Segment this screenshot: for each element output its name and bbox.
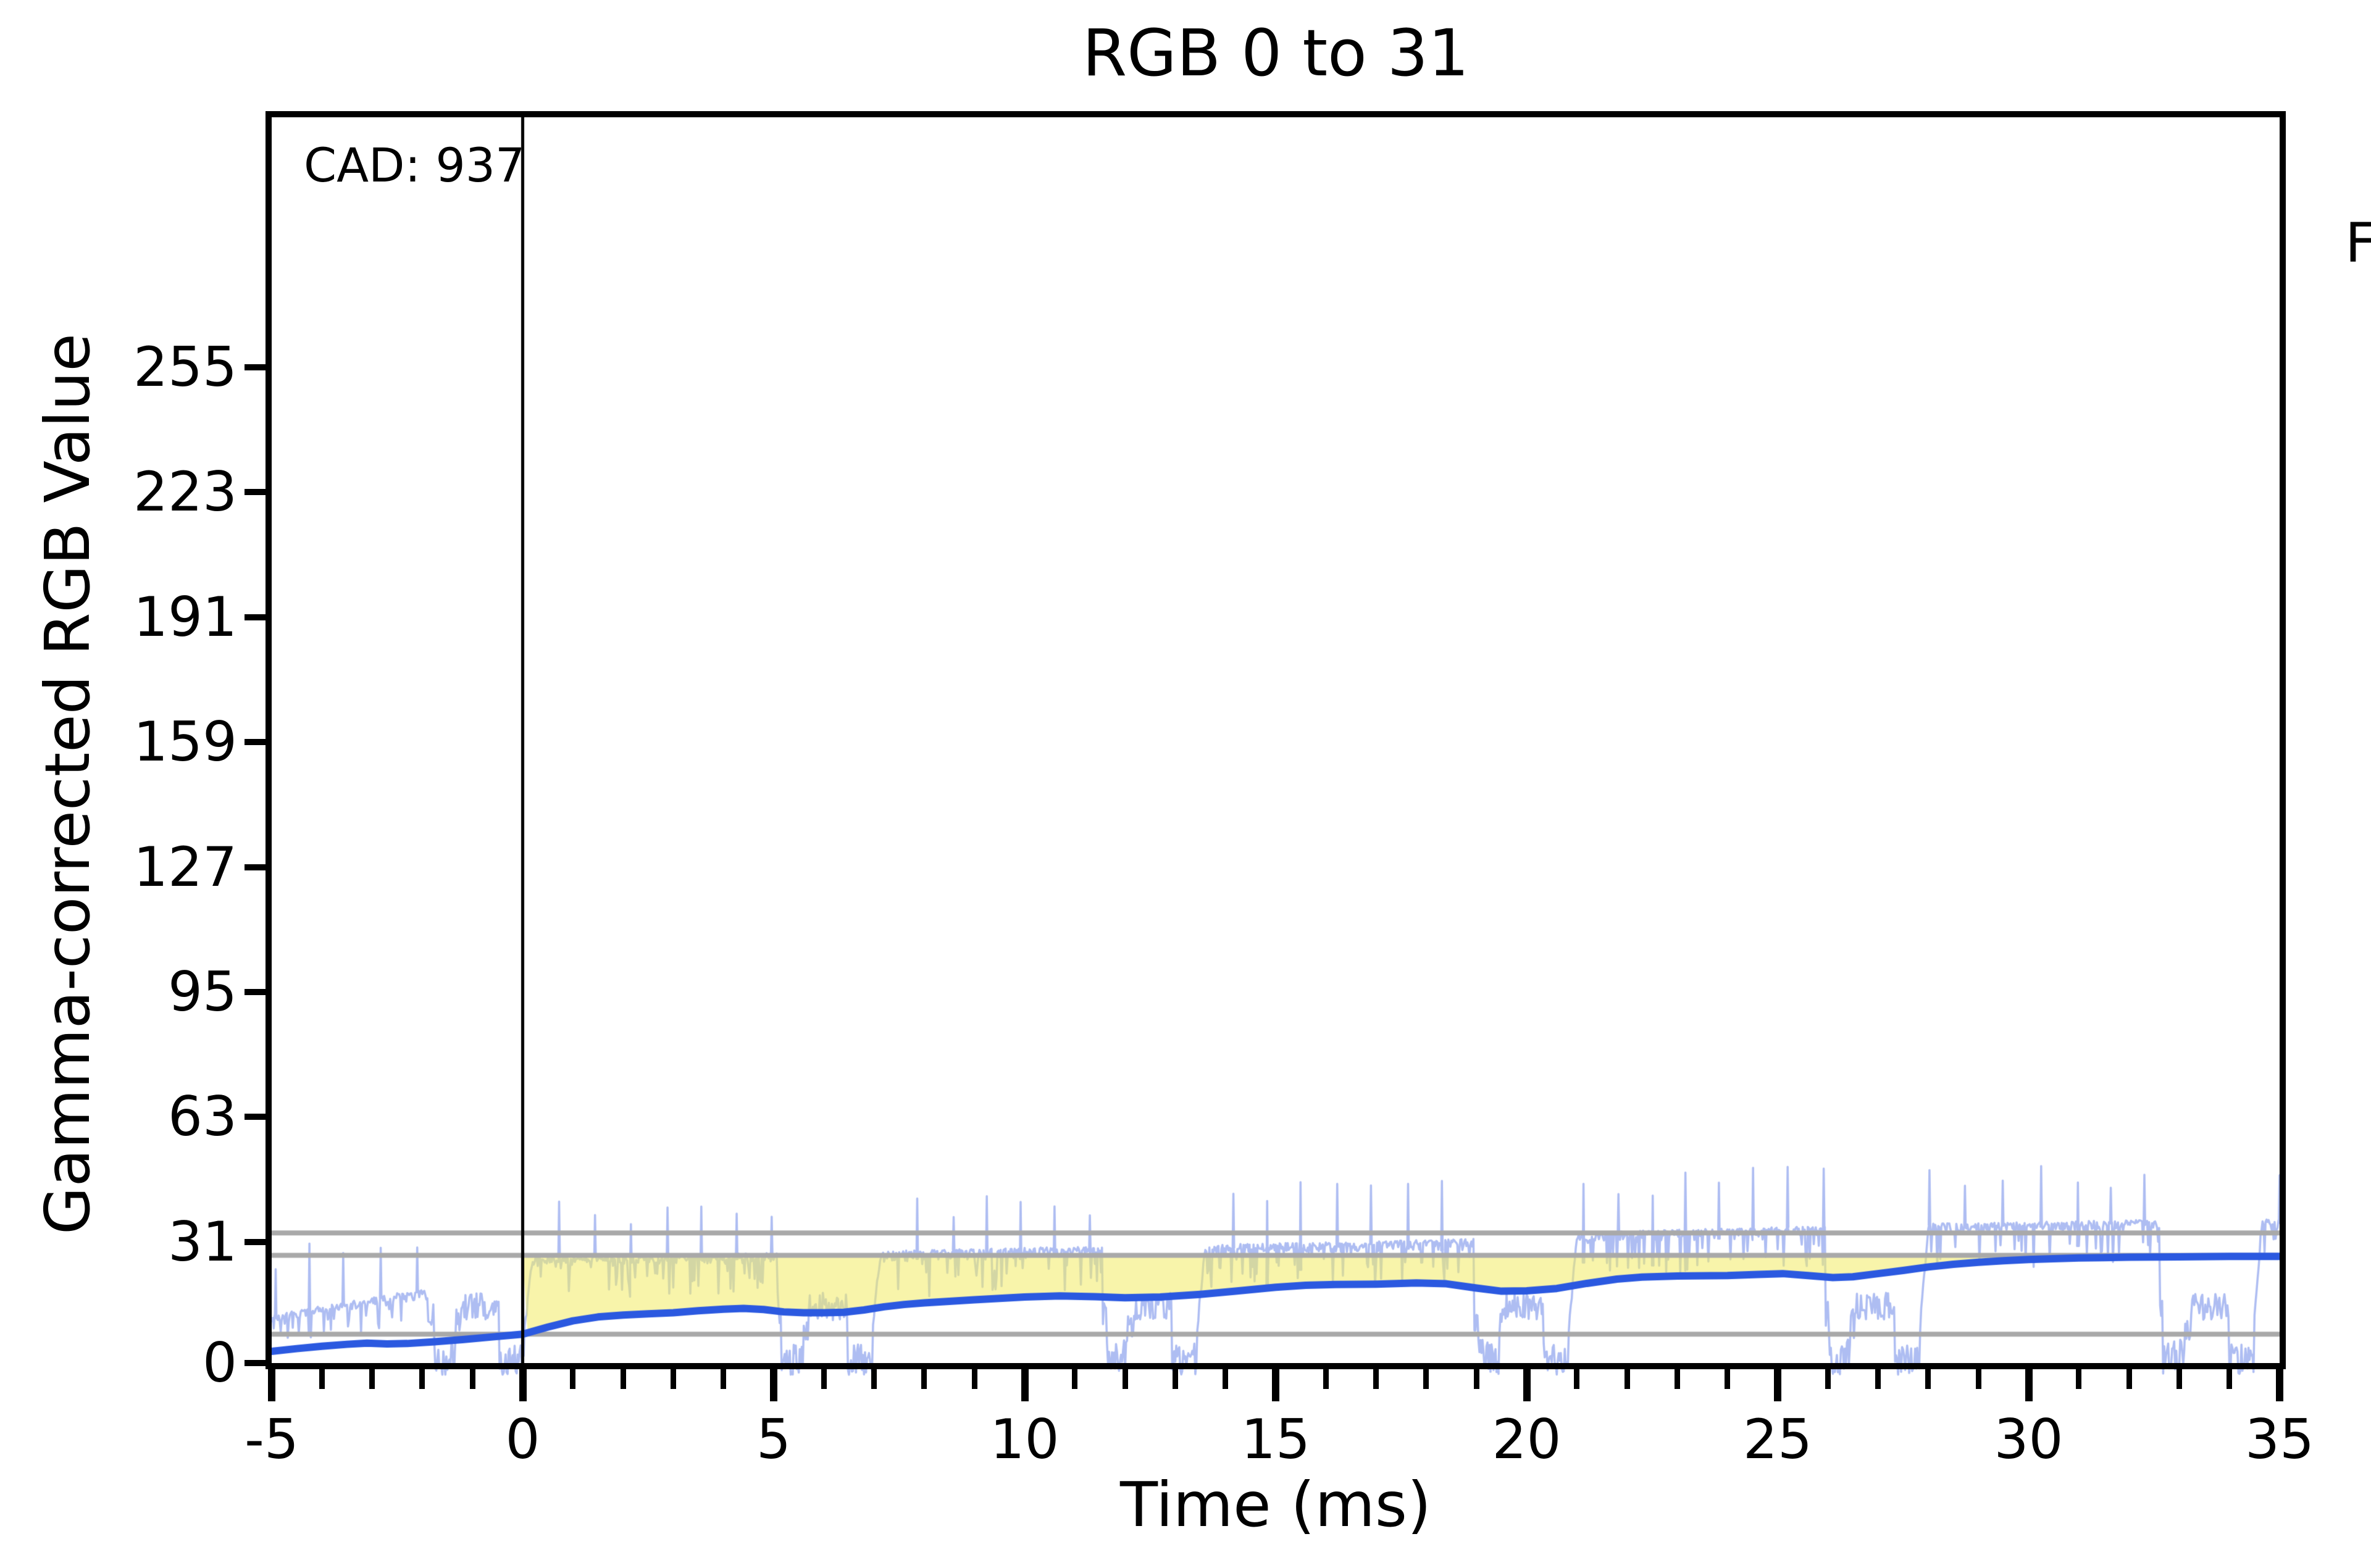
x-axis-minor-tick — [1975, 1369, 1981, 1389]
y-axis-tick-label: 159 — [133, 710, 237, 774]
x-axis-minor-tick — [419, 1369, 425, 1389]
x-axis-tick-label: 25 — [1743, 1407, 1812, 1471]
x-axis-tick-label: 35 — [2245, 1407, 2314, 1471]
x-axis-tick-label: 5 — [756, 1407, 791, 1471]
y-axis-tick-label: 31 — [168, 1209, 237, 1274]
y-axis-tick-label: 223 — [133, 460, 237, 524]
chart-canvas — [272, 117, 2280, 1391]
x-axis-minor-tick — [1323, 1369, 1329, 1389]
y-axis-tick — [245, 739, 266, 746]
x-axis-major-tick — [268, 1369, 275, 1401]
x-axis-minor-tick — [1574, 1369, 1580, 1389]
x-axis-minor-tick — [319, 1369, 325, 1389]
x-axis-major-tick — [1523, 1369, 1531, 1401]
x-axis-major-tick — [1021, 1369, 1029, 1401]
x-axis-minor-tick — [971, 1369, 977, 1389]
x-axis-minor-tick — [1473, 1369, 1479, 1389]
x-axis-minor-tick — [821, 1369, 827, 1389]
x-axis-minor-tick — [1072, 1369, 1078, 1389]
x-axis-minor-tick — [1373, 1369, 1379, 1389]
x-axis-minor-tick — [1122, 1369, 1128, 1389]
x-axis-minor-tick — [369, 1369, 375, 1389]
x-axis-minor-tick — [1223, 1369, 1229, 1389]
x-axis-minor-tick — [670, 1369, 676, 1389]
x-axis-minor-tick — [570, 1369, 576, 1389]
x-axis-tick-label: 10 — [990, 1407, 1060, 1471]
x-axis-minor-tick — [469, 1369, 475, 1389]
x-axis-minor-tick — [2227, 1369, 2233, 1389]
x-axis-minor-tick — [1875, 1369, 1881, 1389]
x-axis-minor-tick — [2176, 1369, 2182, 1389]
y-axis-tick-label: 191 — [133, 585, 237, 649]
chart-title: RGB 0 to 31 — [1082, 15, 1470, 91]
x-axis-label: Time (ms) — [1119, 1469, 1432, 1541]
y-axis-tick — [245, 364, 266, 370]
x-axis-minor-tick — [1725, 1369, 1731, 1389]
x-axis-minor-tick — [1674, 1369, 1680, 1389]
y-axis-tick-label: 63 — [168, 1085, 237, 1149]
y-axis-tick — [245, 864, 266, 870]
x-axis-major-tick — [519, 1369, 527, 1401]
x-axis-minor-tick — [1825, 1369, 1831, 1389]
x-axis-tick-label: -5 — [245, 1407, 299, 1471]
x-axis-minor-tick — [721, 1369, 727, 1389]
y-axis-tick-label: 127 — [133, 835, 237, 899]
x-axis-major-tick — [2276, 1369, 2283, 1401]
x-axis-major-tick — [770, 1369, 777, 1401]
y-axis-tick — [245, 1114, 266, 1120]
x-axis-minor-tick — [2076, 1369, 2082, 1389]
x-axis-major-tick — [2025, 1369, 2033, 1401]
x-axis-minor-tick — [620, 1369, 626, 1389]
x-axis-minor-tick — [1624, 1369, 1630, 1389]
x-axis-minor-tick — [871, 1369, 877, 1389]
y-axis-tick-label: 255 — [133, 335, 237, 399]
y-axis-tick — [245, 489, 266, 496]
x-axis-minor-tick — [921, 1369, 927, 1389]
y-axis-tick — [245, 989, 266, 996]
x-axis-tick-label: 20 — [1492, 1407, 1562, 1471]
x-axis-major-tick — [1774, 1369, 1781, 1401]
y-axis-tick — [245, 1360, 266, 1366]
x-axis-minor-tick — [2126, 1369, 2132, 1389]
partial-legend-text: F — [2345, 211, 2371, 275]
x-axis-major-tick — [1272, 1369, 1279, 1401]
y-axis-tick — [245, 614, 266, 620]
x-axis-minor-tick — [1925, 1369, 1931, 1389]
x-axis-tick-label: 0 — [505, 1407, 540, 1471]
y-axis-tick-label: 0 — [203, 1331, 237, 1395]
x-axis-tick-label: 15 — [1241, 1407, 1310, 1471]
y-axis-tick-label: 95 — [168, 960, 237, 1024]
cad-annotation: CAD: 937 — [304, 138, 525, 193]
y-axis-label: Gamma-corrected RGB Value — [31, 333, 104, 1235]
x-axis-minor-tick — [1172, 1369, 1178, 1389]
y-axis-tick — [245, 1238, 266, 1245]
x-axis-minor-tick — [1423, 1369, 1429, 1389]
x-axis-tick-label: 30 — [1994, 1407, 2064, 1471]
